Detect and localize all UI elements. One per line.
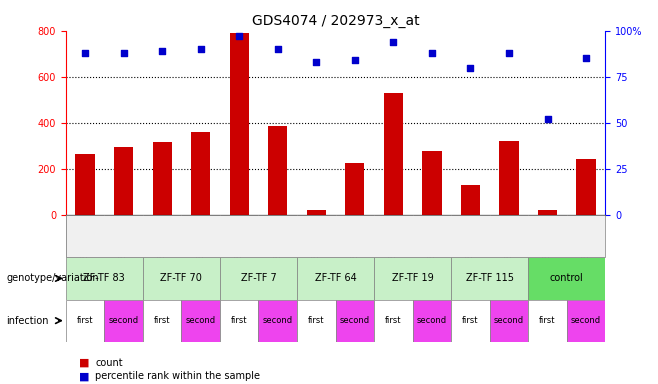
Bar [461, 185, 480, 215]
Point [311, 59, 322, 65]
FancyBboxPatch shape [374, 300, 413, 342]
Point [426, 50, 437, 56]
Bar [576, 159, 595, 215]
Text: ZF-TF 19: ZF-TF 19 [392, 273, 434, 283]
Text: second: second [263, 316, 293, 325]
Text: GSM678319: GSM678319 [505, 217, 513, 263]
Bar [345, 163, 365, 215]
Point [80, 50, 90, 56]
Point [234, 33, 245, 39]
Text: first: first [308, 316, 324, 325]
Text: percentile rank within the sample: percentile rank within the sample [95, 371, 261, 381]
Text: GSM678314: GSM678314 [389, 217, 398, 263]
Point [349, 57, 360, 63]
Point [542, 116, 553, 122]
Point [157, 48, 167, 54]
Bar [76, 154, 95, 215]
Point [272, 46, 283, 52]
FancyBboxPatch shape [451, 257, 528, 300]
Point [388, 39, 399, 45]
Text: ZF-TF 83: ZF-TF 83 [84, 273, 125, 283]
FancyBboxPatch shape [66, 257, 143, 300]
Bar [307, 210, 326, 215]
FancyBboxPatch shape [297, 300, 336, 342]
Text: count: count [95, 358, 123, 368]
Text: GSM678325: GSM678325 [119, 217, 128, 263]
Bar [230, 33, 249, 215]
FancyBboxPatch shape [413, 300, 451, 342]
Text: ZF-TF 64: ZF-TF 64 [315, 273, 357, 283]
Bar [114, 147, 133, 215]
Text: second: second [186, 316, 216, 325]
Text: first: first [154, 316, 170, 325]
FancyBboxPatch shape [66, 300, 105, 342]
Point [504, 50, 515, 56]
Text: second: second [417, 316, 447, 325]
Text: first: first [385, 316, 401, 325]
Text: GSM678316: GSM678316 [158, 217, 166, 263]
Text: ZF-TF 7: ZF-TF 7 [241, 273, 276, 283]
Text: second: second [494, 316, 524, 325]
FancyBboxPatch shape [451, 300, 490, 342]
Text: GSM678320: GSM678320 [428, 217, 436, 263]
Point [118, 50, 129, 56]
Title: GDS4074 / 202973_x_at: GDS4074 / 202973_x_at [252, 14, 419, 28]
FancyBboxPatch shape [374, 257, 451, 300]
Text: GSM678313: GSM678313 [466, 217, 475, 263]
Text: second: second [571, 316, 601, 325]
Text: first: first [540, 316, 556, 325]
Text: first: first [231, 316, 247, 325]
Text: GSM678315: GSM678315 [312, 217, 321, 263]
Text: GSM678321: GSM678321 [582, 217, 591, 263]
FancyBboxPatch shape [336, 300, 374, 342]
Text: second: second [109, 316, 139, 325]
Bar [191, 132, 211, 215]
Text: second: second [340, 316, 370, 325]
Text: first: first [77, 316, 93, 325]
FancyBboxPatch shape [259, 300, 297, 342]
FancyBboxPatch shape [105, 300, 143, 342]
Point [581, 55, 592, 61]
FancyBboxPatch shape [220, 300, 259, 342]
Bar [268, 126, 288, 215]
FancyBboxPatch shape [528, 300, 567, 342]
FancyBboxPatch shape [182, 300, 220, 342]
Bar [384, 93, 403, 215]
FancyBboxPatch shape [490, 300, 528, 342]
Bar [538, 210, 557, 215]
FancyBboxPatch shape [143, 257, 220, 300]
FancyBboxPatch shape [297, 257, 374, 300]
Text: ■: ■ [79, 358, 89, 368]
Text: GSM678317: GSM678317 [235, 217, 243, 263]
FancyBboxPatch shape [220, 257, 297, 300]
Text: GSM678312: GSM678312 [543, 217, 552, 263]
Bar [422, 151, 442, 215]
Text: GSM678324: GSM678324 [273, 217, 282, 263]
FancyBboxPatch shape [567, 300, 605, 342]
Text: first: first [462, 316, 479, 325]
Text: control: control [550, 273, 584, 283]
Text: infection: infection [7, 316, 49, 326]
Text: genotype/variation: genotype/variation [7, 273, 99, 283]
Text: GSM678318: GSM678318 [80, 217, 89, 263]
FancyBboxPatch shape [143, 300, 182, 342]
Point [465, 65, 476, 71]
Text: ZF-TF 70: ZF-TF 70 [161, 273, 203, 283]
Bar [499, 141, 519, 215]
FancyBboxPatch shape [528, 257, 605, 300]
Text: ■: ■ [79, 371, 89, 381]
Text: GSM678322: GSM678322 [350, 217, 359, 263]
Bar [153, 142, 172, 215]
Text: ZF-TF 115: ZF-TF 115 [466, 273, 514, 283]
Text: GSM678323: GSM678323 [196, 217, 205, 263]
Point [195, 46, 206, 52]
